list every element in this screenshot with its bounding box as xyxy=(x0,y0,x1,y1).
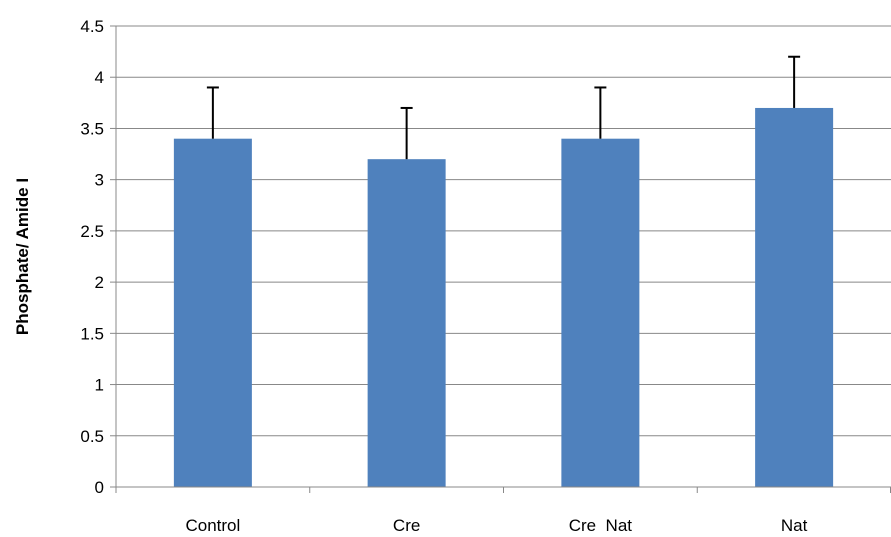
error-bars xyxy=(206,55,801,160)
bars xyxy=(173,107,834,487)
y-tick-labels: 0 0.5 1 1.5 2 2.5 3 3.5 4 4.5 xyxy=(80,17,104,497)
y-axis-title: Phosphate/ Amide I xyxy=(13,178,32,335)
x-tick-labels: Control Cre Cre Nat Nat xyxy=(185,516,807,535)
y-tick-label: 1.5 xyxy=(80,324,104,343)
x-tick-label: Nat xyxy=(781,516,808,535)
y-tick-label: 2.5 xyxy=(80,222,104,241)
bar xyxy=(367,159,446,487)
x-tick-label: Cre xyxy=(393,516,420,535)
bar xyxy=(561,138,640,487)
bar xyxy=(755,107,834,487)
y-tick-label: 4 xyxy=(95,68,104,87)
axes xyxy=(110,25,891,493)
y-tick-label: 4.5 xyxy=(80,17,104,36)
x-tick-label: Cre Nat xyxy=(569,516,633,535)
y-tick-label: 0 xyxy=(95,478,104,497)
bar xyxy=(173,138,252,487)
x-tick-label: Control xyxy=(185,516,240,535)
y-tick-label: 3.5 xyxy=(80,119,104,138)
y-tick-label: 0.5 xyxy=(80,427,104,446)
y-tick-label: 2 xyxy=(95,273,104,292)
y-tick-label: 3 xyxy=(95,171,104,190)
y-tick-label: 1 xyxy=(95,376,104,395)
